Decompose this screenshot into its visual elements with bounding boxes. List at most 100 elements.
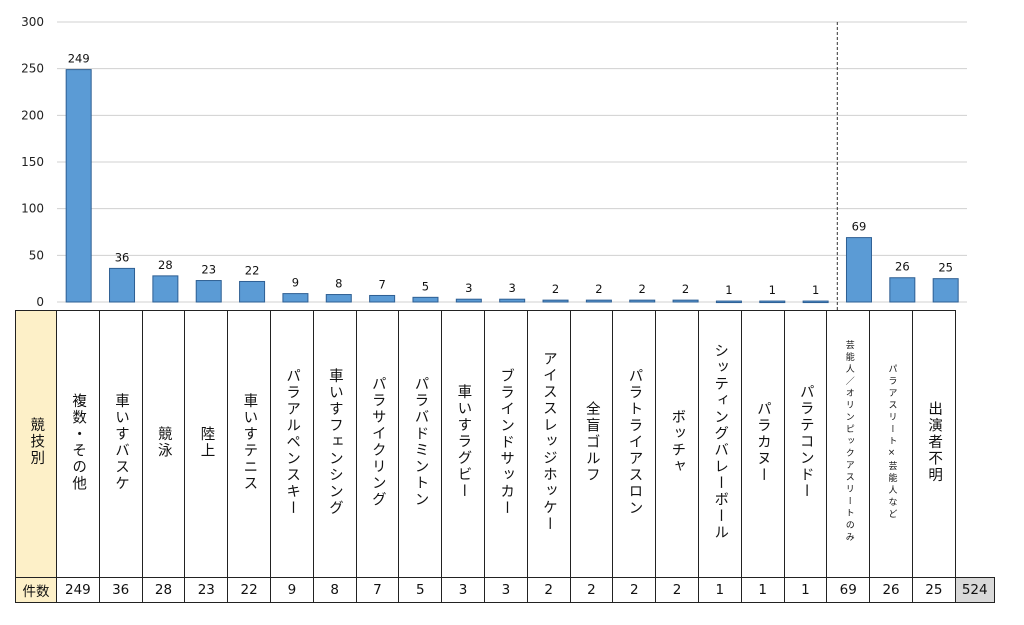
category-cell: ブラインドサッカー	[483, 310, 528, 578]
data-label: 23	[201, 263, 216, 277]
category-label: パラアルペンスキー	[284, 367, 301, 517]
category-label: 複数・その他	[70, 392, 87, 492]
category-cell: 出演者不明	[911, 310, 956, 578]
category-cell: 車いすテニス	[227, 310, 271, 578]
data-label: 1	[812, 283, 819, 297]
category-cell: 芸能人／オリンピックアスリートのみ	[826, 310, 871, 578]
count-cell: 23	[184, 577, 229, 603]
category-label: 車いすバスケ	[112, 392, 129, 492]
y-tick-label: 300	[21, 15, 44, 29]
category-cell: 車いすラグビー	[441, 310, 485, 578]
category-label: 競泳	[155, 425, 172, 459]
count-cell: 3	[441, 577, 485, 603]
category-cell: 全盲ゴルフ	[569, 310, 614, 578]
bar	[802, 300, 829, 304]
y-tick-label: 200	[21, 108, 44, 122]
category-cell: パラカヌー	[740, 310, 785, 578]
bar	[629, 299, 656, 303]
count-cell: 1	[740, 577, 785, 603]
bar	[152, 275, 179, 303]
count-cell: 26	[869, 577, 913, 603]
category-label: パラバドミントン	[412, 376, 429, 508]
category-cell: アイススレッジホッケー	[526, 310, 571, 578]
bar	[282, 293, 309, 303]
data-label: 26	[895, 260, 910, 274]
category-cell: 車いすフェンシング	[312, 310, 357, 578]
category-cell: パラトライアスロン	[612, 310, 657, 578]
category-label: 芸能人／オリンピックアスリートのみ	[843, 340, 854, 544]
bar	[845, 237, 872, 303]
y-tick-label: 250	[21, 62, 44, 76]
data-label: 28	[158, 258, 173, 272]
data-label: 25	[938, 261, 953, 275]
data-label: 5	[422, 279, 429, 293]
category-label: 車いすラグビー	[455, 384, 472, 500]
category-label: 車いすフェンシング	[326, 367, 343, 517]
category-cell: 陸上	[184, 310, 229, 578]
data-label: 1	[725, 283, 732, 297]
bar	[759, 300, 786, 304]
category-cell: 複数・その他	[56, 310, 100, 578]
category-table: 競技別 複数・その他 車いすバスケ 競泳 陸上 車いすテニス パラアルペンスキー 車いすフェ…	[15, 310, 995, 603]
category-label: 車いすテニス	[241, 392, 258, 492]
bar	[672, 299, 699, 303]
data-label: 1	[769, 283, 776, 297]
category-cell: シッティングバレーボール	[697, 310, 742, 578]
category-cell: パラバドミントン	[398, 310, 443, 578]
count-cell: 69	[826, 577, 871, 603]
category-cell: パラサイクリング	[355, 310, 400, 578]
category-label: パラテコンドー	[797, 384, 814, 500]
y-tick-label: 150	[21, 155, 44, 169]
count-cell: 3	[483, 577, 528, 603]
category-cell: パラアルペンスキー	[269, 310, 314, 578]
category-label: 全盲ゴルフ	[583, 400, 600, 484]
data-label: 2	[595, 282, 602, 296]
bar	[715, 300, 742, 304]
bar	[455, 298, 482, 303]
count-cell: 2	[655, 577, 699, 603]
y-tick-label: 50	[29, 248, 44, 262]
row-header-category: 競技別	[15, 310, 57, 578]
data-label: 69	[852, 220, 867, 234]
category-label: シッティングバレーボール	[712, 343, 729, 541]
count-cell: 8	[312, 577, 357, 603]
bar	[412, 296, 439, 303]
data-label: 36	[115, 250, 130, 264]
bar	[932, 278, 959, 303]
bar	[325, 294, 352, 303]
count-cell: 36	[98, 577, 143, 603]
bar	[369, 294, 396, 303]
category-label: 陸上	[198, 425, 215, 459]
y-tick-label: 0	[36, 295, 44, 309]
category-cell: ボッチャ	[655, 310, 699, 578]
count-cell: 25	[911, 577, 956, 603]
count-cell: 5	[398, 577, 443, 603]
bar	[499, 298, 526, 303]
count-cell: 1	[697, 577, 742, 603]
category-label: パラカヌー	[754, 400, 771, 484]
category-cell: 競泳	[141, 310, 186, 578]
category-label: 出演者不明	[926, 400, 943, 484]
category-label: ボッチャ	[669, 409, 686, 475]
count-cell: 22	[227, 577, 271, 603]
data-label: 2	[552, 282, 559, 296]
category-label: アイススレッジホッケー	[540, 351, 557, 533]
bar	[585, 299, 612, 303]
count-cell: 2	[526, 577, 571, 603]
count-cell: 249	[56, 577, 100, 603]
count-cell: 9	[269, 577, 314, 603]
bar	[65, 69, 92, 303]
bar	[239, 280, 266, 303]
count-cell: 2	[612, 577, 657, 603]
data-label: 22	[245, 263, 260, 277]
data-label: 249	[68, 52, 90, 66]
total-count-cell: 524	[954, 577, 995, 603]
empty-cell	[955, 311, 994, 578]
data-label: 7	[378, 277, 385, 291]
count-cell: 28	[141, 577, 186, 603]
category-cell: 車いすバスケ	[98, 310, 143, 578]
data-label: 8	[335, 277, 342, 291]
category-label: パラアスリート×芸能人など	[886, 363, 897, 521]
bar	[195, 280, 222, 303]
